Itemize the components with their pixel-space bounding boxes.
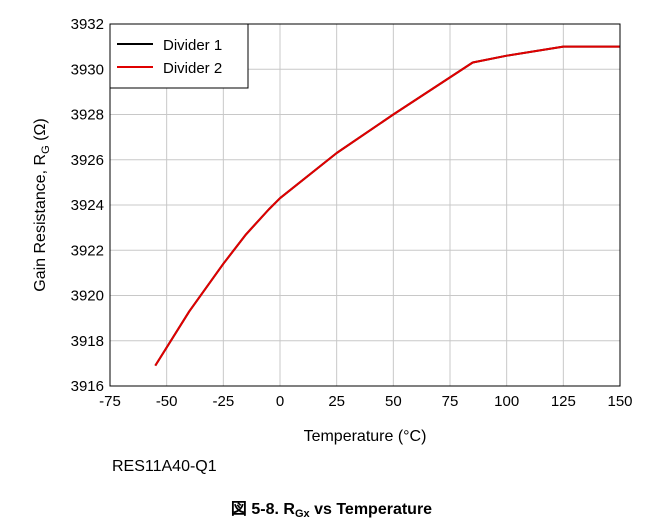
x-tick-label: -50 [156,393,178,410]
y-tick-label: 3920 [71,288,104,305]
grid [110,24,620,386]
legend-box [109,23,249,89]
legend-label-divider-2: Divider 2 [163,60,222,77]
y-tick-label: 3924 [71,197,104,214]
series-line-divider-2 [154,45,620,367]
series-lines [154,45,620,367]
x-tick-label: 50 [385,393,402,410]
x-axis-title: Temperature (°C) [304,428,427,445]
x-tick-label: 150 [607,393,632,410]
part-number-label: RES11A40-Q1 [112,458,217,475]
y-tick-label: 3928 [71,107,104,124]
y-axis-title: Gain Resistance, RG (Ω) [32,118,52,291]
tick-labels: -75 -50 -25 0 25 50 75 100 125 150 3916 3918 3920 392… [71,16,633,410]
x-tick-label: 125 [551,393,576,410]
y-tick-label: 3916 [71,378,104,395]
x-tick-label: 0 [276,393,284,410]
plot-frame [109,23,621,387]
x-tick-label: -75 [99,393,121,410]
legend-label-divider-1: Divider 1 [163,37,222,54]
y-tick-label: 3922 [71,242,104,259]
x-tick-label: 25 [328,393,345,410]
y-tick-label: 3930 [71,61,104,78]
x-tick-label: 75 [442,393,459,410]
y-tick-label: 3926 [71,152,104,169]
x-tick-label: 100 [494,393,519,410]
legend: Divider 1 Divider 2 [109,23,249,89]
y-tick-label: 3918 [71,333,104,350]
figure-caption: 図 5-8. RGx vs Temperature [230,501,433,520]
x-tick-label: -25 [212,393,234,410]
series-line-divider-1 [154,45,620,367]
y-tick-label: 3932 [71,16,104,33]
